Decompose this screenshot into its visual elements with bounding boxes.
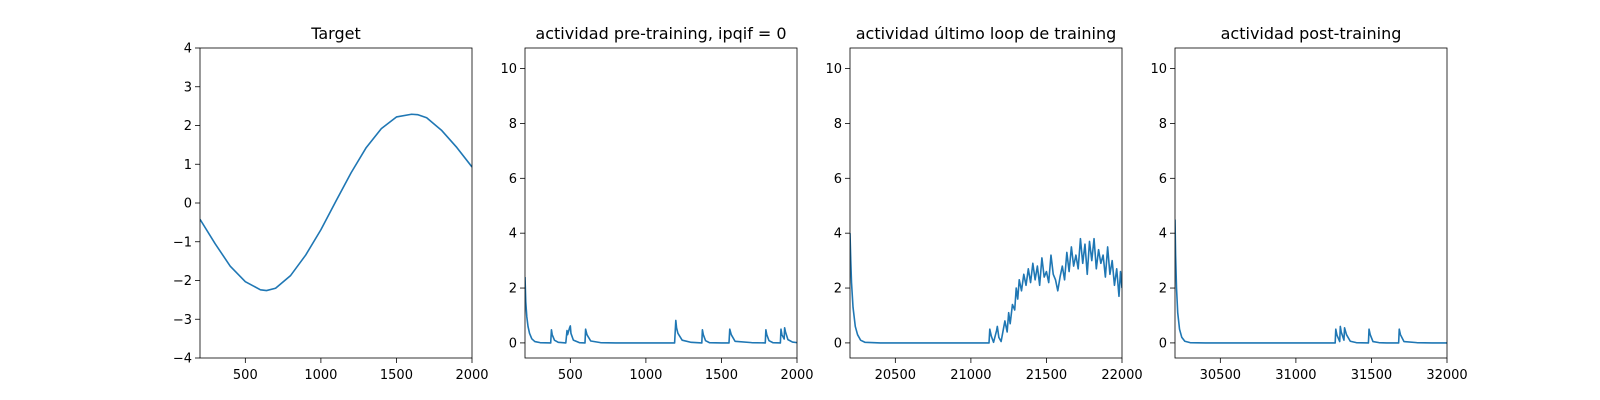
y-tick-label: 8 [509,117,517,132]
x-tick-label: 31500 [1351,368,1392,383]
y-tick-label: 10 [1150,62,1167,77]
y-tick-label: 6 [834,172,842,187]
y-tick-label: 10 [500,62,517,77]
y-tick-label: 2 [509,282,517,297]
x-tick-label: 1500 [705,368,738,383]
x-tick-label: 20500 [875,368,916,383]
axes-frame [524,47,798,359]
y-tick-label: 8 [1159,117,1167,132]
y-tick-label: 6 [1159,172,1167,187]
y-tick-label: 4 [1159,227,1167,242]
series-line-1 [1175,219,1447,344]
y-tick-label: −3 [173,313,192,328]
y-tick-label: −2 [173,274,192,289]
y-tick-label: 10 [825,62,842,77]
x-tick-label: 1500 [380,368,413,383]
y-tick-label: 0 [509,336,517,351]
chart-panel-4: 30500 31000 31500 32000 0 2 4 6 8 10 actividad pos… [1150,24,1467,383]
x-tick-label: 1000 [629,368,662,383]
series-line-1 [200,113,472,292]
axes-frame [849,47,1123,359]
chart-panel-2: 500 1000 1500 2000 0 2 4 6 8 10 actividad pre-trai… [500,24,813,383]
x-tick-label: 31000 [1275,368,1316,383]
y-tick-label: 2 [184,119,192,134]
y-tick-label: 0 [834,336,842,351]
y-tick-label: 4 [184,42,192,57]
y-tick-label: 4 [834,227,842,242]
panel-title: actividad post-training [1221,24,1402,43]
y-tick-label: −1 [173,235,192,250]
axes-frame [199,47,473,359]
x-tick-label: 2000 [780,368,813,383]
y-tick-label: 6 [509,172,517,187]
chart-panel-1: 500 1000 1500 2000 −4 −3 −2 −1 0 1 2 3 4 Target [173,24,489,383]
y-tick-label: 0 [184,197,192,212]
series-line-1 [850,233,1122,344]
x-tick-label: 30500 [1200,368,1241,383]
y-tick-label: 0 [1159,336,1167,351]
x-tick-label: 21000 [950,368,991,383]
panel-title: actividad pre-training, ipqif = 0 [535,24,786,43]
y-tick-label: −4 [173,352,192,367]
x-tick-label: 500 [558,368,583,383]
y-tick-label: 8 [834,117,842,132]
y-tick-label: 4 [509,227,517,242]
y-tick-label: 2 [1159,282,1167,297]
x-tick-label: 500 [233,368,258,383]
y-tick-label: 3 [184,80,192,95]
panel-title: Target [310,24,361,43]
chart-panel-3: 20500 21000 21500 22000 0 2 4 6 8 10 actividad últ… [825,24,1142,383]
series-line-1 [525,277,797,344]
x-tick-label: 1000 [304,368,337,383]
axes-frame [1174,47,1448,359]
x-tick-label: 32000 [1426,368,1467,383]
y-tick-label: 2 [834,282,842,297]
x-tick-label: 2000 [455,368,488,383]
x-tick-label: 22000 [1101,368,1142,383]
y-tick-label: 1 [184,158,192,173]
panel-title: actividad último loop de training [856,24,1117,43]
x-tick-label: 21500 [1026,368,1067,383]
